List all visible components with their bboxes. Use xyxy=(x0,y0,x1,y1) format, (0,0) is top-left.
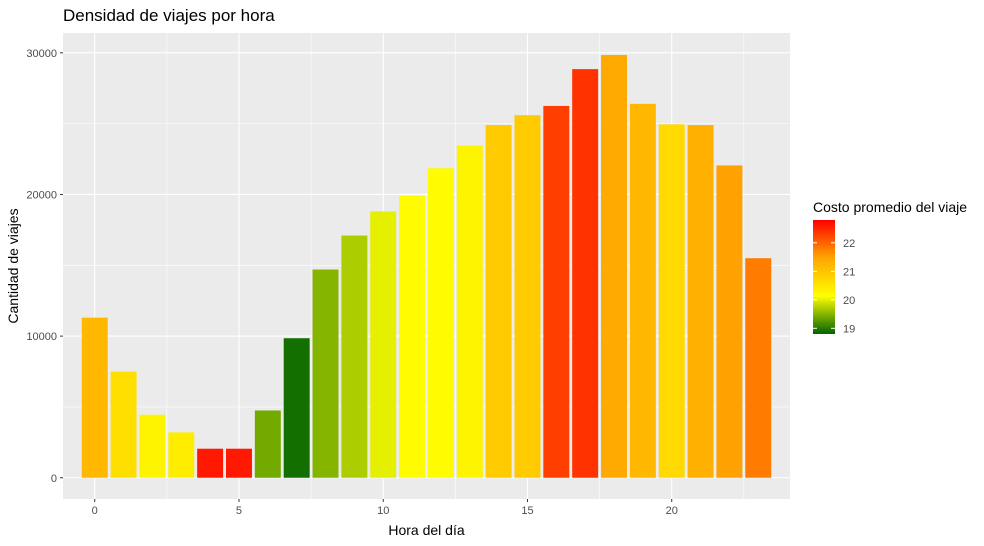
legend: Costo promedio del viaje 22 21 20 19 xyxy=(813,199,967,335)
y-tick-label: 30000 xyxy=(26,48,57,60)
bar-hour-15 xyxy=(514,115,541,478)
bar-hour-20 xyxy=(658,124,685,478)
bar-hour-9 xyxy=(341,235,368,478)
bar-hour-18 xyxy=(601,54,628,478)
y-tick-label: 10000 xyxy=(26,331,57,343)
x-tick-label: 20 xyxy=(666,505,678,517)
bar-hour-8 xyxy=(312,269,339,478)
y-axis-title: Cantidad de viajes xyxy=(5,208,21,323)
bar-hour-17 xyxy=(572,69,599,478)
bars xyxy=(81,54,772,478)
y-tick-label: 0 xyxy=(51,473,57,485)
y-tick-label: 20000 xyxy=(26,189,57,201)
y-axis-ticks: 0 10000 20000 30000 xyxy=(26,48,63,485)
bar-hour-21 xyxy=(687,125,714,478)
legend-label: 19 xyxy=(843,323,855,335)
legend-label: 22 xyxy=(843,238,855,250)
legend-label: 21 xyxy=(843,266,855,278)
bar-hour-13 xyxy=(456,145,483,478)
bar-hour-3 xyxy=(168,432,195,478)
bar-hour-12 xyxy=(427,168,454,478)
x-axis-title: Hora del día xyxy=(388,522,464,538)
bar-hour-19 xyxy=(629,103,656,478)
x-axis-ticks: 0 5 10 15 20 xyxy=(92,499,678,517)
bar-hour-11 xyxy=(399,195,426,478)
bar-hour-14 xyxy=(485,125,512,478)
legend-title: Costo promedio del viaje xyxy=(813,199,967,215)
bar-hour-5 xyxy=(225,448,252,478)
bar-hour-7 xyxy=(283,338,310,478)
x-tick-label: 15 xyxy=(521,505,533,517)
bar-hour-6 xyxy=(254,410,281,478)
bar-hour-2 xyxy=(139,414,166,478)
x-tick-label: 5 xyxy=(236,505,242,517)
legend-ticks: 22 21 20 19 xyxy=(813,238,855,335)
bar-hour-22 xyxy=(716,165,743,478)
x-tick-label: 0 xyxy=(92,505,98,517)
bar-hour-1 xyxy=(110,371,137,478)
legend-colorbar xyxy=(813,220,835,334)
x-tick-label: 10 xyxy=(377,505,389,517)
bar-hour-4 xyxy=(197,448,224,478)
bar-hour-10 xyxy=(370,211,397,478)
chart-title: Densidad de viajes por hora xyxy=(63,6,275,25)
bar-hour-23 xyxy=(745,258,772,478)
bar-hour-16 xyxy=(543,105,570,478)
bar-hour-0 xyxy=(81,317,108,478)
legend-label: 20 xyxy=(843,295,855,307)
